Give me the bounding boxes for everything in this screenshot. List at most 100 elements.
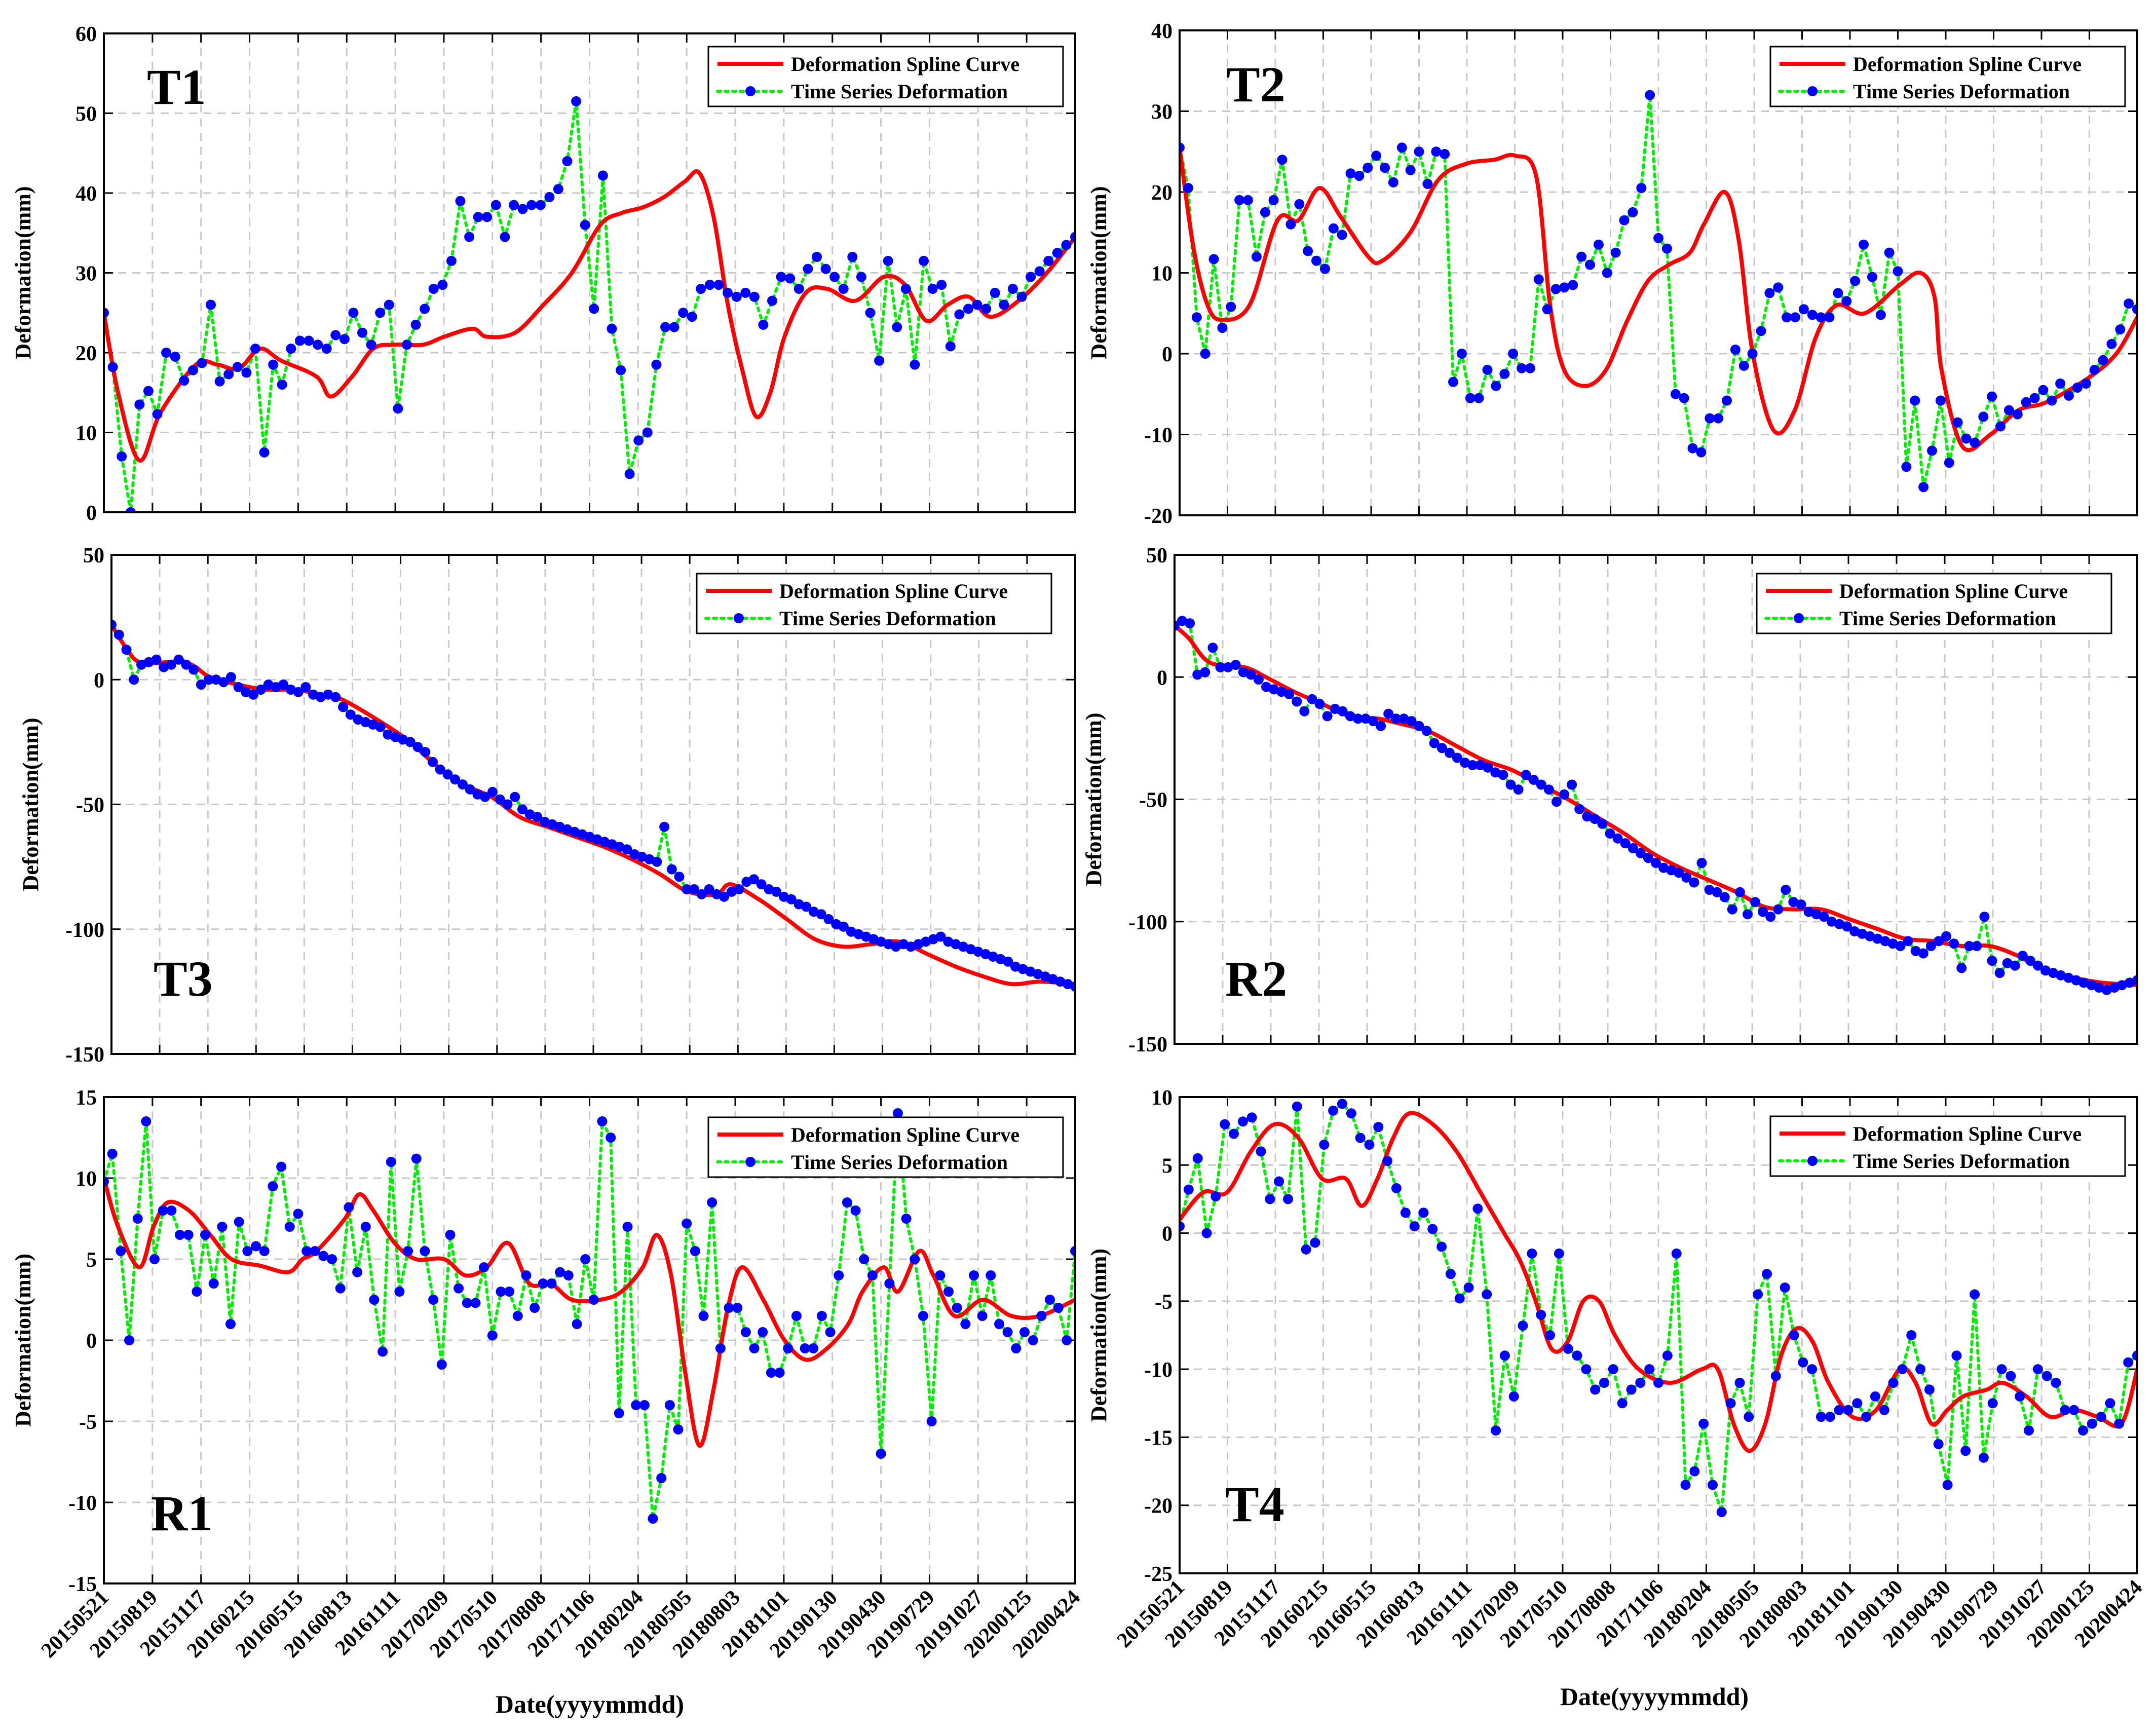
data-point [1743, 909, 1753, 920]
data-point [1245, 669, 1256, 680]
data-point [1052, 248, 1063, 258]
data-point [2123, 1357, 2134, 1368]
data-point [1750, 897, 1760, 908]
data-point [2132, 975, 2137, 986]
data-point [1581, 1364, 1592, 1375]
data-point [1753, 1289, 1763, 1300]
data-point [892, 1108, 903, 1118]
data-point [1582, 811, 1593, 822]
data-point [606, 1133, 616, 1143]
data-point [1713, 413, 1724, 424]
y-axis-label: Deformation(mm) [11, 1254, 35, 1427]
legend: Deformation Spline Curve Time Series Defo… [1769, 1115, 2126, 1177]
data-point [1070, 982, 1075, 992]
data-point [1727, 904, 1737, 915]
data-point [1274, 1176, 1284, 1187]
series-line-dotted [104, 101, 1075, 512]
axes-box [110, 554, 1076, 1055]
data-point [1674, 867, 1684, 878]
data-point [124, 1335, 134, 1345]
data-point [1454, 1293, 1465, 1304]
data-point [1798, 1357, 1808, 1368]
data-point [1987, 391, 1997, 402]
data-point [284, 1222, 295, 1232]
data-point [1879, 1405, 1889, 1415]
data-point [652, 856, 662, 867]
data-point [910, 359, 920, 370]
data-point [375, 308, 386, 318]
data-point [597, 1116, 608, 1126]
data-point [1053, 1303, 1064, 1313]
data-point [1747, 349, 1758, 359]
data-point [977, 1311, 988, 1321]
data-point [999, 299, 1009, 310]
data-point [179, 375, 190, 386]
data-point [825, 1327, 836, 1337]
axes-box [1179, 1096, 2138, 1574]
data-point [435, 764, 445, 775]
data-point [1285, 219, 1296, 230]
data-point [1935, 395, 1946, 406]
data-point [1901, 462, 1912, 472]
data-point [1849, 926, 1860, 936]
data-point [723, 287, 733, 298]
data-point [1705, 413, 1715, 424]
data-point [1593, 239, 1604, 250]
data-point [1456, 349, 1467, 359]
data-point [1034, 266, 1045, 277]
legend-box [1769, 1115, 2126, 1177]
data-point [936, 280, 947, 290]
data-point [776, 272, 786, 282]
data-point [960, 1319, 971, 1329]
data-point [834, 1270, 844, 1280]
data-point [412, 742, 423, 752]
data-point [1698, 1418, 1709, 1429]
y-tick-label: -10 [68, 1492, 97, 1515]
series-time-series [111, 619, 1075, 992]
data-point [732, 1303, 743, 1313]
legend-series-label: Time Series Deformation [1853, 80, 2070, 103]
spline-curve [1180, 147, 2137, 452]
data-point [616, 365, 626, 375]
data-point [149, 1254, 160, 1264]
legend-series-marker [1807, 1156, 1818, 1166]
legend-series-label: Time Series Deformation [791, 1151, 1008, 1174]
data-point [1499, 368, 1510, 379]
data-point [2071, 975, 2082, 986]
data-point [345, 709, 356, 720]
legend-spline-label: Deformation Spline Curve [791, 1123, 1019, 1146]
data-point [1910, 946, 1921, 956]
data-point [715, 1343, 726, 1353]
data-point [276, 1161, 287, 1172]
data-point [943, 1287, 954, 1297]
data-point [1961, 433, 1972, 444]
data-point [1987, 1398, 1998, 1409]
data-point [884, 1278, 895, 1289]
y-tick-label: -50 [1139, 789, 1167, 812]
data-point [1319, 263, 1330, 274]
data-point [892, 322, 902, 332]
data-point [648, 1514, 658, 1524]
data-point [1016, 291, 1027, 302]
data-point [749, 291, 760, 302]
data-point [1256, 1146, 1266, 1157]
data-point [259, 447, 270, 458]
data-point [1807, 310, 1818, 320]
data-point [286, 344, 296, 354]
data-point [420, 747, 431, 758]
data-point [1893, 266, 1903, 277]
y-tick-label: 0 [94, 669, 104, 692]
data-point [1770, 1371, 1781, 1381]
data-point [838, 284, 849, 294]
data-point [1440, 149, 1450, 159]
data-point [428, 757, 438, 767]
data-point [1436, 743, 1447, 753]
data-point [883, 255, 893, 266]
data-point [1599, 1378, 1609, 1388]
data-point [1528, 774, 1539, 785]
data-point [1887, 938, 1898, 949]
data-point [622, 844, 632, 855]
data-point [158, 1205, 168, 1216]
data-point [1260, 207, 1270, 217]
legend-series-label: Time Series Deformation [1839, 607, 2056, 630]
